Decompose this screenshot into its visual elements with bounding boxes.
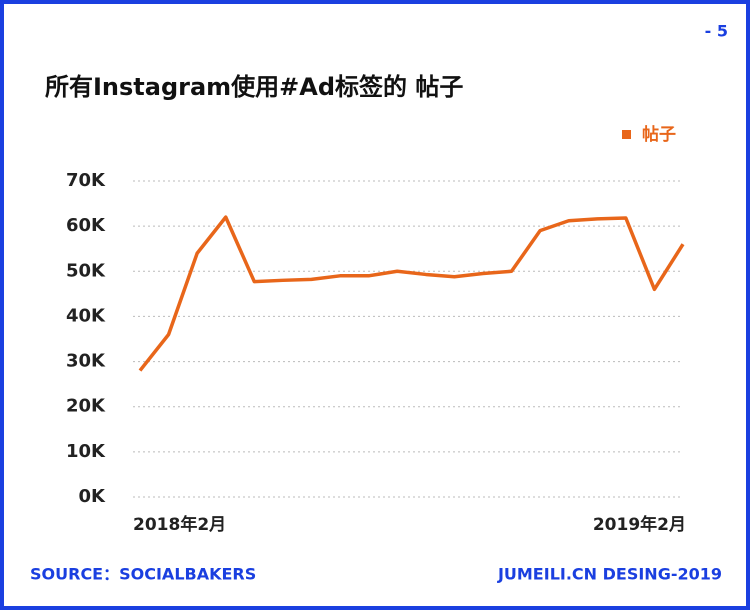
- x-tick-label: 2019年2月: [593, 514, 686, 535]
- y-tick-label: 60K: [66, 215, 106, 236]
- y-tick-label: 10K: [66, 441, 106, 462]
- series-line: [138, 215, 685, 372]
- y-tick-label: 70K: [66, 170, 106, 191]
- y-tick-label: 40K: [66, 305, 106, 326]
- source: SOURCE：SOCIALBAKERS: [30, 565, 256, 584]
- x-tick-label: 2018年2月: [133, 514, 226, 535]
- y-tick-label: 20K: [66, 396, 106, 417]
- chart-title: 所有Instagram使用#Ad标签的 帖子: [45, 73, 463, 101]
- y-tick-label: 30K: [66, 351, 106, 372]
- y-tick-label: 50K: [66, 260, 106, 281]
- page-number: - 5: [705, 22, 728, 41]
- credit: JUMEILI.CN DESING-2019: [497, 565, 722, 584]
- legend-label: 帖子: [642, 124, 676, 145]
- y-tick-label: 0K: [79, 486, 107, 507]
- legend-swatch: [622, 130, 631, 139]
